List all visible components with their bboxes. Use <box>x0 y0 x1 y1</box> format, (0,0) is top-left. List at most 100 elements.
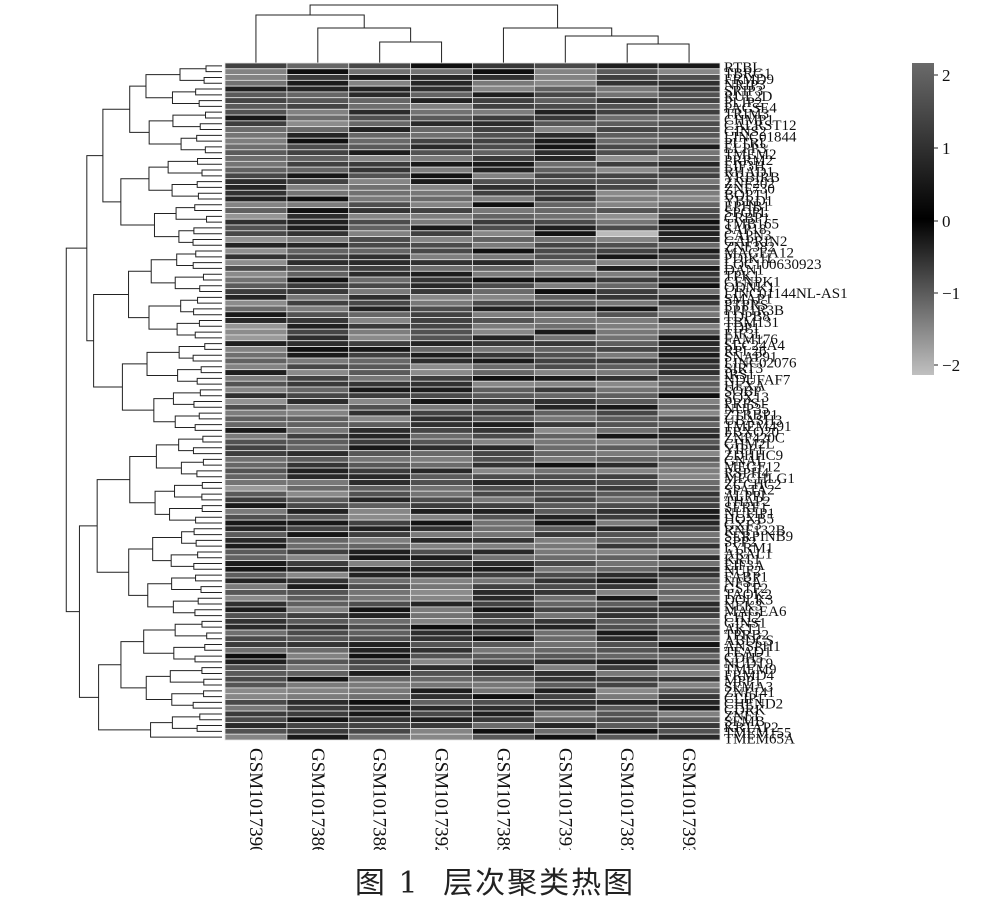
heatmap-cell <box>657 415 721 423</box>
heatmap-cell <box>224 201 288 209</box>
heatmap-cell <box>224 693 288 700</box>
heatmap-cell <box>657 375 721 382</box>
heatmap-cell <box>286 149 350 156</box>
dendrogram-branch <box>169 508 203 521</box>
heatmap-cell <box>595 710 659 718</box>
heatmap-cell <box>595 450 659 457</box>
heatmap-cell <box>224 213 288 220</box>
dendrogram-branch <box>171 184 199 197</box>
heatmap-cell <box>657 392 721 400</box>
dendrogram-branch <box>198 319 222 327</box>
heatmap-cell <box>348 160 412 168</box>
heatmap-cell <box>472 560 535 567</box>
heatmap-cell <box>657 409 721 417</box>
row-label: ZNF202 <box>724 176 775 192</box>
heatmap-cell <box>224 132 288 139</box>
heatmap-cell <box>348 328 412 336</box>
heatmap-cell <box>595 635 659 643</box>
heatmap-cell <box>472 317 535 324</box>
heatmap-cell <box>286 207 350 214</box>
heatmap-cell <box>286 317 350 324</box>
heatmap-cell <box>348 652 412 660</box>
dendrogram-branch <box>198 412 222 420</box>
heatmap-cell <box>533 531 597 538</box>
heatmap-cell <box>657 583 721 590</box>
heatmap-cell <box>410 710 473 718</box>
heatmap-cell <box>595 363 659 371</box>
dendrogram-branch <box>200 366 222 374</box>
heatmap-cell <box>657 444 721 452</box>
heatmap-cell <box>595 172 659 180</box>
heatmap-cell <box>533 670 597 677</box>
heatmap-cell <box>410 288 473 295</box>
heatmap-cell <box>224 340 288 347</box>
row-label: TBRG1 <box>724 66 772 82</box>
heatmap-cell <box>533 201 597 209</box>
heatmap-cell <box>533 311 597 318</box>
heatmap-cell <box>472 647 535 654</box>
row-label: EIF3L <box>724 326 763 342</box>
heatmap-cell <box>595 612 659 619</box>
row-label: ZNF141 <box>724 685 775 701</box>
heatmap-cell <box>595 386 659 394</box>
heatmap-cell <box>657 311 721 318</box>
heatmap-cell <box>348 571 412 579</box>
heatmap-cell <box>348 375 412 382</box>
heatmap-cell <box>348 496 412 504</box>
heatmap-cell <box>472 675 535 683</box>
heatmap-cell <box>533 386 597 394</box>
heatmap-cell <box>224 571 288 579</box>
heatmap-cell <box>348 716 412 724</box>
heatmap-cell <box>472 635 535 643</box>
heatmap-cell <box>286 560 350 567</box>
dendrogram-branch <box>205 65 222 73</box>
column-label: GSM1017389 <box>492 748 513 850</box>
heatmap-cell <box>533 126 597 133</box>
heatmap-cell <box>533 571 597 579</box>
heatmap-cell <box>657 490 721 498</box>
heatmap-cell <box>410 461 473 469</box>
heatmap-cell <box>595 375 659 382</box>
heatmap-cell <box>410 537 473 544</box>
heatmap-cell <box>472 357 535 365</box>
heatmap-cell <box>657 496 721 504</box>
row-label: ELPP3 <box>724 141 767 157</box>
heatmap-cell <box>348 566 412 573</box>
dendrogram-branch <box>145 675 172 700</box>
heatmap-cell <box>472 79 535 87</box>
heatmap-cell <box>533 456 597 463</box>
heatmap-cell <box>410 74 473 81</box>
heatmap-cell <box>410 380 473 388</box>
heatmap-cell <box>224 334 288 342</box>
row-label: EPHB1 <box>724 199 770 215</box>
row-label: TRIM3 <box>724 106 769 122</box>
heatmap-cell <box>286 496 350 504</box>
heatmap-cell <box>472 687 535 695</box>
dendrogram-branch <box>145 74 180 99</box>
heatmap-cell <box>595 160 659 168</box>
heatmap-cell <box>286 577 350 585</box>
row-label: LYRM1 <box>724 540 773 556</box>
heatmap-cell <box>410 508 473 515</box>
heatmap-cell <box>533 733 597 741</box>
heatmap-cell <box>224 276 288 284</box>
heatmap-cell <box>472 276 535 284</box>
heatmap-cell <box>224 120 288 128</box>
heatmap-cell <box>348 369 412 376</box>
heatmap-cell <box>348 699 412 706</box>
heatmap-cell <box>348 704 412 712</box>
heatmap-cell <box>657 247 721 255</box>
heatmap-cell <box>224 675 288 683</box>
heatmap-cell <box>595 519 659 527</box>
heatmap-cell <box>286 91 350 99</box>
heatmap-cell <box>595 85 659 93</box>
heatmap-cell <box>533 722 597 729</box>
heatmap-cell <box>224 461 288 469</box>
dendrogram-branch <box>153 398 176 423</box>
heatmap-cell <box>533 461 597 469</box>
heatmap-cell <box>595 369 659 376</box>
heatmap-cell <box>286 311 350 318</box>
row-label: SOX13 <box>724 390 769 406</box>
heatmap-cell <box>224 508 288 515</box>
heatmap-cell <box>224 299 288 307</box>
